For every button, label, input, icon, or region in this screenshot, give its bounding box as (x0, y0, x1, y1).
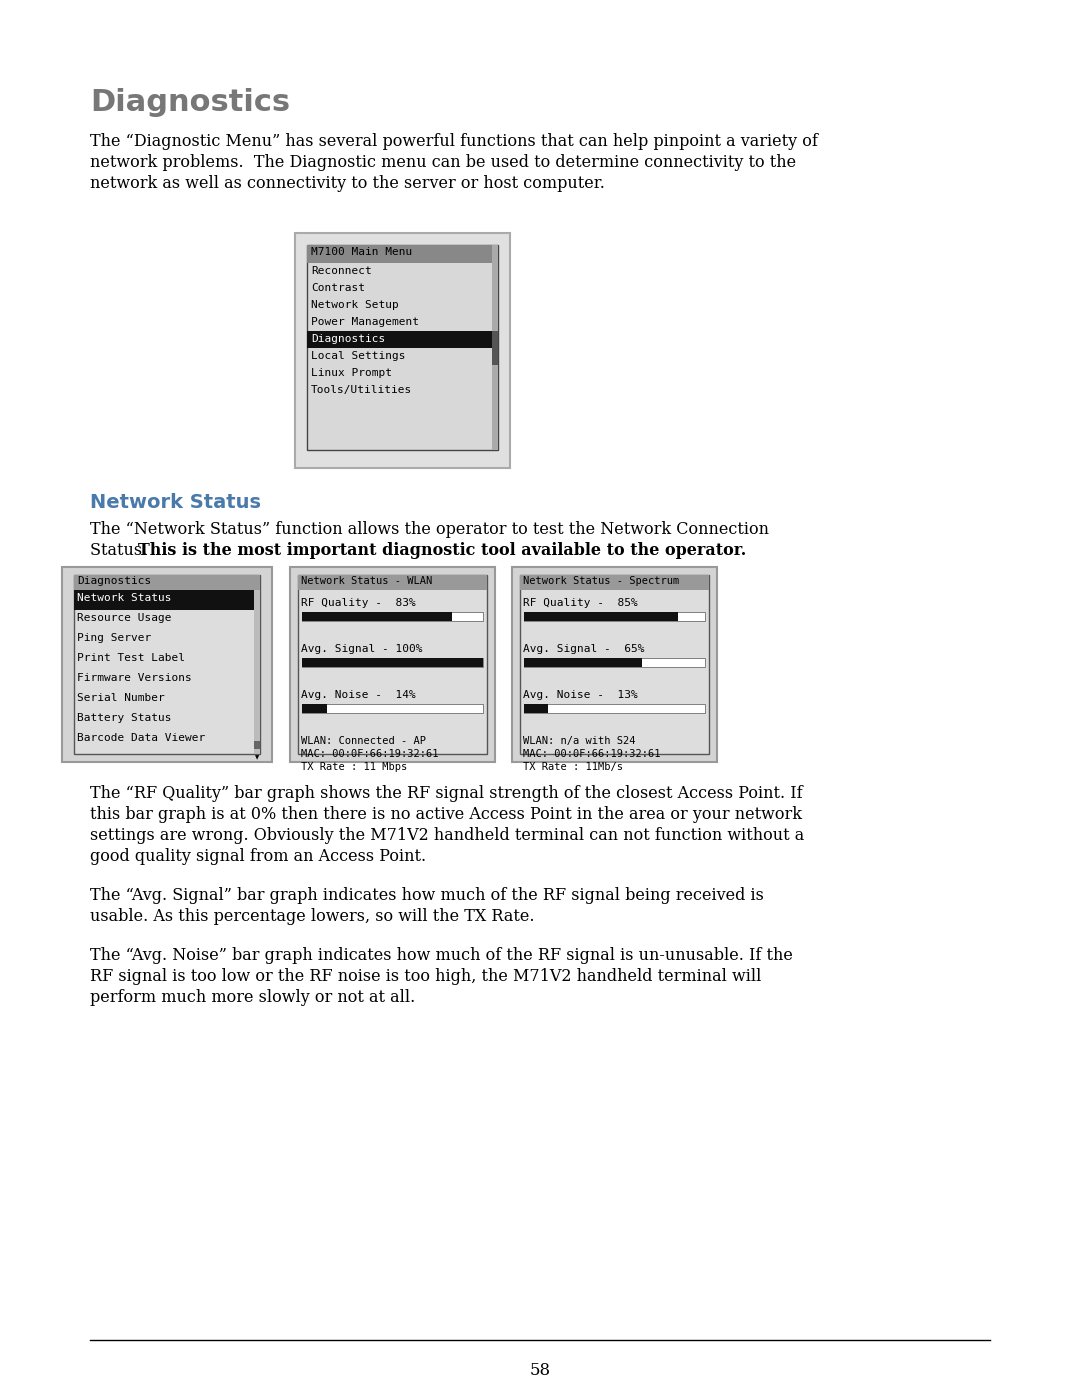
Bar (524, 658, 642, 666)
Text: The “Avg. Noise” bar graph indicates how much of the RF signal is un-unusable. I: The “Avg. Noise” bar graph indicates how… (90, 947, 793, 964)
Bar (75, 576, 260, 754)
Text: MAC: 00:0F:66:19:32:61: MAC: 00:0F:66:19:32:61 (301, 749, 438, 759)
Text: RF signal is too low or the RF noise is too high, the M71V2 handheld terminal wi: RF signal is too low or the RF noise is … (90, 968, 761, 985)
Text: This is the most important diagnostic tool available to the operator.: This is the most important diagnostic to… (138, 542, 746, 559)
Text: Network Status: Network Status (77, 592, 172, 604)
Text: TX Rate : 11Mb/s: TX Rate : 11Mb/s (523, 761, 623, 773)
Bar (524, 704, 705, 712)
Bar (254, 590, 260, 754)
Text: The “Diagnostic Menu” has several powerful functions that can help pinpoint a va: The “Diagnostic Menu” has several powerf… (90, 133, 818, 149)
Text: Resource Usage: Resource Usage (77, 613, 172, 623)
Bar (492, 331, 498, 365)
Text: Network Setup: Network Setup (311, 300, 399, 310)
Text: Diagnostics: Diagnostics (311, 334, 386, 344)
Text: Network Status - Spectrum: Network Status - Spectrum (523, 576, 679, 585)
Text: Serial Number: Serial Number (77, 693, 165, 703)
Text: TX Rate : 11 Mbps: TX Rate : 11 Mbps (301, 761, 407, 773)
Text: Avg. Noise -  14%: Avg. Noise - 14% (301, 690, 416, 700)
Text: M7100 Main Menu: M7100 Main Menu (311, 247, 413, 257)
Text: Firmware Versions: Firmware Versions (77, 673, 192, 683)
Text: Status.: Status. (90, 542, 152, 559)
Bar (62, 567, 272, 761)
Text: Avg. Signal -  65%: Avg. Signal - 65% (523, 644, 645, 654)
Bar (302, 658, 483, 666)
Bar (75, 590, 260, 610)
Text: Battery Status: Battery Status (77, 712, 172, 724)
Bar (524, 612, 705, 622)
Text: Contrast: Contrast (311, 284, 365, 293)
Text: Diagnostics: Diagnostics (77, 576, 151, 585)
Bar (492, 244, 498, 450)
Text: Diagnostics: Diagnostics (90, 88, 291, 117)
Bar (302, 612, 453, 622)
Text: ▼: ▼ (255, 754, 259, 760)
Bar (302, 612, 483, 622)
Text: Avg. Noise -  13%: Avg. Noise - 13% (523, 690, 638, 700)
Bar (307, 244, 498, 263)
Bar (524, 658, 705, 666)
Bar (291, 567, 495, 761)
Bar (298, 576, 487, 754)
Bar (519, 576, 708, 754)
Text: network as well as connectivity to the server or host computer.: network as well as connectivity to the s… (90, 175, 605, 191)
Bar (295, 233, 510, 468)
Text: Linux Prompt: Linux Prompt (311, 367, 392, 379)
Text: Print Test Label: Print Test Label (77, 652, 185, 664)
Text: WLAN: Connected - AP: WLAN: Connected - AP (301, 736, 426, 746)
Text: Barcode Data Viewer: Barcode Data Viewer (77, 733, 205, 743)
Bar (519, 576, 708, 590)
Text: The “RF Quality” bar graph shows the RF signal strength of the closest Access Po: The “RF Quality” bar graph shows the RF … (90, 785, 802, 802)
Text: perform much more slowly or not at all.: perform much more slowly or not at all. (90, 989, 415, 1006)
Text: WLAN: n/a with S24: WLAN: n/a with S24 (523, 736, 635, 746)
Bar (512, 567, 717, 761)
Text: Tools/Utilities: Tools/Utilities (311, 386, 413, 395)
Bar (524, 704, 548, 712)
Text: this bar graph is at 0% then there is no active Access Point in the area or your: this bar graph is at 0% then there is no… (90, 806, 802, 823)
Text: Local Settings: Local Settings (311, 351, 405, 360)
Text: Ping Server: Ping Server (77, 633, 151, 643)
Bar (298, 576, 487, 590)
Bar (302, 658, 483, 666)
Text: The “Avg. Signal” bar graph indicates how much of the RF signal being received i: The “Avg. Signal” bar graph indicates ho… (90, 887, 764, 904)
Text: usable. As this percentage lowers, so will the TX Rate.: usable. As this percentage lowers, so wi… (90, 908, 535, 925)
Text: RF Quality -  85%: RF Quality - 85% (523, 598, 638, 608)
Bar (307, 244, 498, 450)
Text: good quality signal from an Access Point.: good quality signal from an Access Point… (90, 848, 427, 865)
Text: MAC: 00:0F:66:19:32:61: MAC: 00:0F:66:19:32:61 (523, 749, 661, 759)
Text: Network Status: Network Status (90, 493, 261, 511)
Bar (307, 331, 498, 348)
Bar (254, 740, 260, 749)
Bar (524, 612, 678, 622)
Bar (75, 576, 260, 590)
Text: RF Quality -  83%: RF Quality - 83% (301, 598, 416, 608)
Bar (302, 704, 483, 712)
Text: 58: 58 (529, 1362, 551, 1379)
Text: The “Network Status” function allows the operator to test the Network Connection: The “Network Status” function allows the… (90, 521, 769, 538)
Bar (302, 704, 327, 712)
Text: Avg. Signal - 100%: Avg. Signal - 100% (301, 644, 422, 654)
Text: Network Status - WLAN: Network Status - WLAN (301, 576, 432, 585)
Text: Power Management: Power Management (311, 317, 419, 327)
Text: network problems.  The Diagnostic menu can be used to determine connectivity to : network problems. The Diagnostic menu ca… (90, 154, 796, 170)
Text: Reconnect: Reconnect (311, 265, 372, 277)
Text: settings are wrong. Obviously the M71V2 handheld terminal can not function witho: settings are wrong. Obviously the M71V2 … (90, 827, 805, 844)
